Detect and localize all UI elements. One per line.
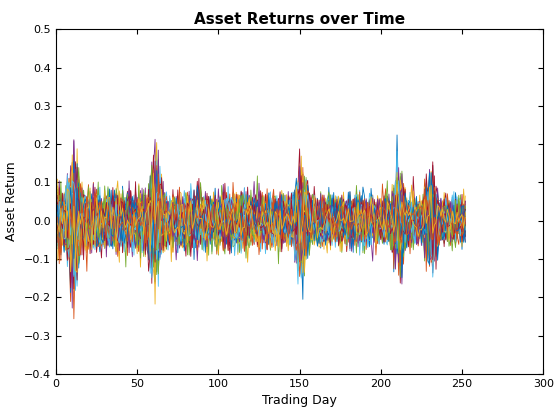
X-axis label: Trading Day: Trading Day xyxy=(262,394,337,407)
Title: Asset Returns over Time: Asset Returns over Time xyxy=(194,12,405,27)
Y-axis label: Asset Return: Asset Return xyxy=(6,162,18,242)
